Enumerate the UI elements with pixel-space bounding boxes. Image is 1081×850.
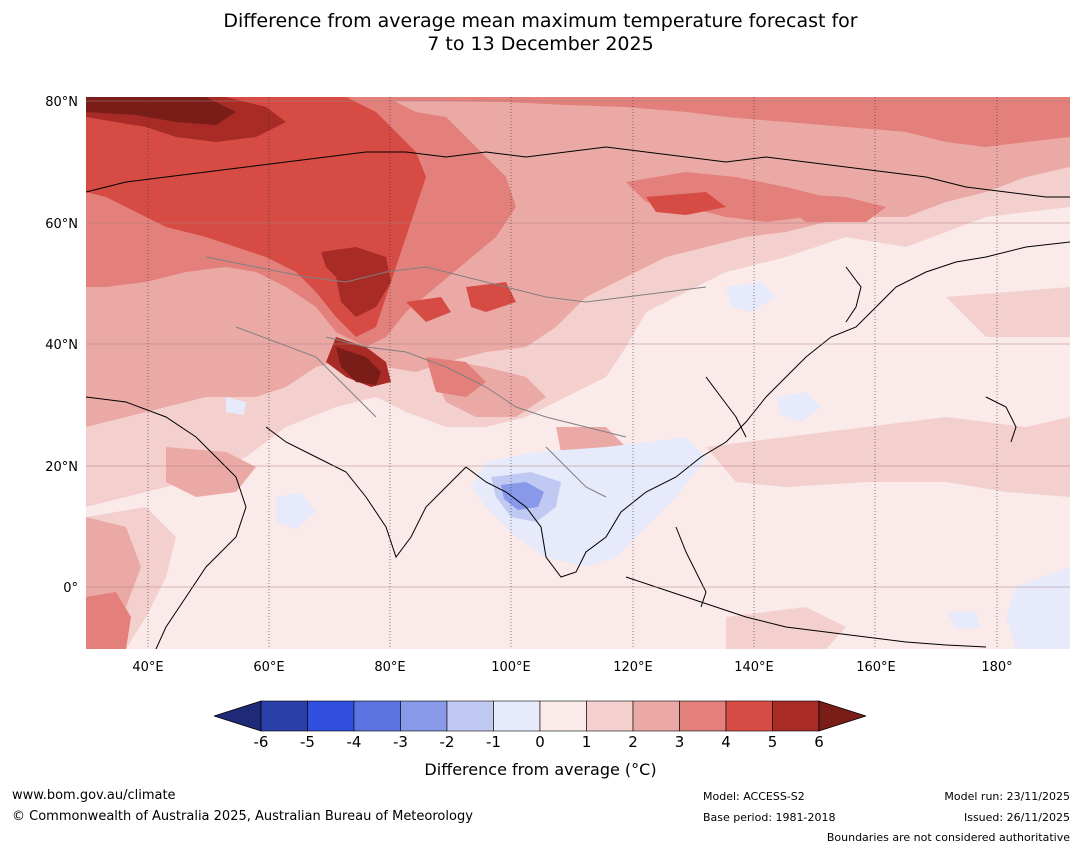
map-svg <box>86 97 1070 649</box>
colorbar-segment <box>586 700 634 732</box>
colorbar-tick-label: 2 <box>628 733 638 751</box>
colorbar-segment <box>772 700 820 732</box>
anomaly-band-neg-3-2 <box>501 482 544 510</box>
colorbar <box>214 700 866 732</box>
lon-label-160e: 160°E <box>856 660 896 675</box>
lon-label-100e: 100°E <box>491 660 531 675</box>
anomaly-band-over-6 <box>86 97 381 385</box>
colorbar-segments <box>260 700 820 732</box>
colorbar-segment <box>446 700 494 732</box>
graticule-lat <box>86 100 1070 588</box>
colorbar-segment <box>260 700 308 732</box>
colorbar-under-arrow <box>214 700 262 732</box>
lon-label-40e: 40°E <box>132 660 164 675</box>
colorbar-segment <box>725 700 773 732</box>
colorbar-tick-label: 3 <box>674 733 685 751</box>
colorbar-tick-label: -6 <box>253 733 269 751</box>
colorbar-tick-label: 0 <box>535 733 545 751</box>
title-line-1: Difference from average mean maximum tem… <box>223 10 858 32</box>
colorbar-label: Difference from average (°C) <box>424 760 657 779</box>
country-boundaries <box>205 256 707 498</box>
colorbar-tick-label: 6 <box>814 733 824 751</box>
colorbar-tick-label: -2 <box>439 733 455 751</box>
website-link[interactable]: www.bom.gov.au/climate <box>12 788 176 803</box>
copyright-text: © Commonwealth of Australia 2025, Austra… <box>12 809 473 824</box>
colorbar-tick-label: -4 <box>346 733 362 751</box>
colorbar-tick-label: 5 <box>767 733 778 751</box>
lat-label-20n: 20°N <box>45 460 78 475</box>
forecast-map <box>86 97 1070 649</box>
colorbar-segment <box>400 700 448 732</box>
model-run-text: Model run: 23/11/2025 <box>944 790 1070 803</box>
colorbar-segment <box>679 700 727 732</box>
lat-label-40n: 40°N <box>45 338 78 353</box>
anomaly-band-neg-1-0 <box>226 282 1070 649</box>
lon-label-140e: 140°E <box>734 660 774 675</box>
colorbar-segment <box>493 700 541 732</box>
colorbar-over-arrow <box>818 700 866 732</box>
title-line-2: 7 to 13 December 2025 <box>427 33 654 55</box>
colorbar-segment <box>307 700 355 732</box>
colorbar-segment <box>353 700 401 732</box>
colorbar-segment <box>539 700 587 732</box>
disclaimer-text: Boundaries are not considered authoritat… <box>826 831 1070 844</box>
lon-label-120e: 120°E <box>613 660 653 675</box>
lon-label-180: 180° <box>981 660 1013 675</box>
base-period-text: Base period: 1981-2018 <box>703 811 836 824</box>
issued-text: Issued: 26/11/2025 <box>963 811 1070 824</box>
colorbar-tick-label: -5 <box>300 733 315 751</box>
colorbar-tick-label: 1 <box>581 733 592 751</box>
lat-label-60n: 60°N <box>45 217 78 232</box>
colorbar-tick-label: -3 <box>393 733 408 751</box>
model-text: Model: ACCESS-S2 <box>703 790 805 803</box>
colorbar-tick-label: -1 <box>486 733 501 751</box>
colorbar-segment <box>632 700 680 732</box>
coastlines <box>86 146 1070 649</box>
graticule-lon <box>147 97 998 649</box>
lon-label-80e: 80°E <box>374 660 406 675</box>
chart-title: Difference from average mean maximum tem… <box>0 10 1081 56</box>
lat-label-0: 0° <box>63 581 78 596</box>
colorbar-tick-label: 4 <box>721 733 731 751</box>
lon-label-60e: 60°E <box>253 660 285 675</box>
lat-label-80n: 80°N <box>45 95 78 110</box>
